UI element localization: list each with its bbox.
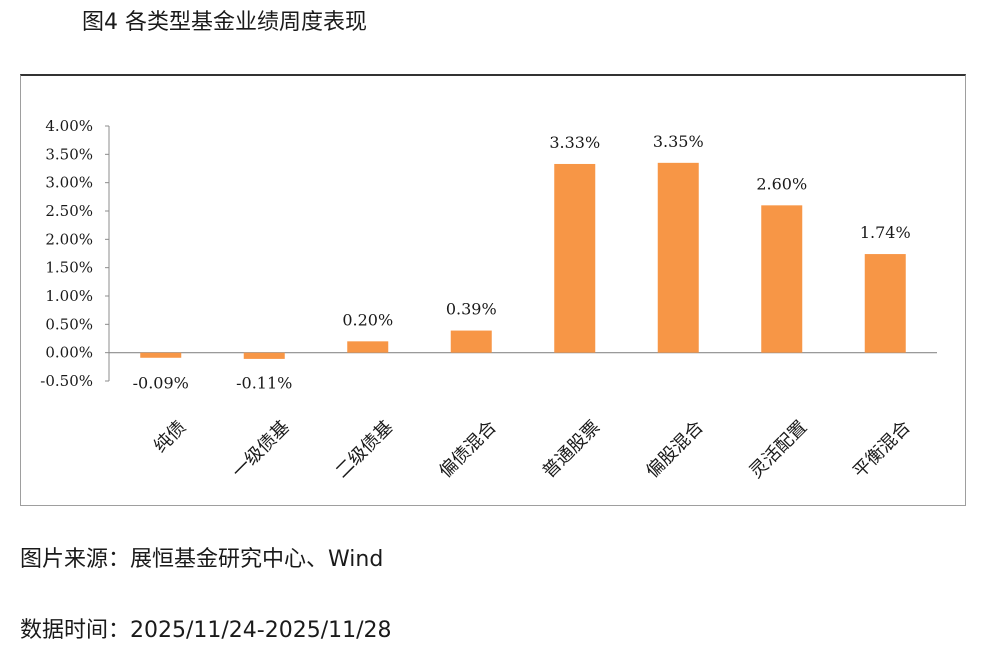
- bar-5: [554, 163, 596, 353]
- category-label: 二级债基: [332, 417, 398, 483]
- y-tick-label: 1.50%: [45, 259, 93, 277]
- category-label: 灵活配置: [746, 417, 812, 483]
- data-label: -0.11%: [236, 374, 292, 393]
- category-label: 偏股混合: [642, 417, 708, 483]
- y-tick-label: -0.50%: [40, 372, 93, 390]
- category-label: 平衡混合: [849, 417, 915, 483]
- data-label: -0.09%: [133, 374, 189, 393]
- category-labels: 纯债 一级债基 二级债基 偏债混合 普通股票 偏股混合 灵活配置 平衡混合: [150, 417, 915, 483]
- figure-title: 图4 各类型基金业绩周度表现: [82, 10, 367, 35]
- category-label: 普通股票: [539, 417, 605, 483]
- y-tick-label: 3.00%: [45, 174, 93, 192]
- data-label: 2.60%: [756, 174, 807, 193]
- source-note: 图片来源：展恒基金研究中心、Wind: [20, 547, 384, 572]
- y-axis: 4.00% 3.50% 3.00% 2.50% 2.00% 1.50% 1.00% 0.50%…: [40, 117, 937, 390]
- data-label: 3.35%: [653, 132, 704, 151]
- bar-6: [657, 162, 699, 353]
- bar-3: [347, 341, 389, 353]
- bar-8: [864, 254, 906, 353]
- y-tick-label: 2.50%: [45, 202, 93, 220]
- date-range-note: 数据时间：2025/11/24-2025/11/28: [20, 618, 392, 643]
- y-tick-label: 0.00%: [45, 344, 93, 362]
- bar-7: [761, 205, 803, 353]
- y-tick-label: 3.50%: [45, 145, 93, 163]
- value-labels: -0.09% -0.11% 0.20% 0.39% 3.33% 3.35% 2.60% 1.7…: [133, 132, 911, 393]
- y-tick-label: 2.00%: [45, 230, 93, 248]
- data-label: 1.74%: [860, 223, 911, 242]
- category-label: 一级债基: [228, 417, 294, 483]
- data-label: 0.20%: [342, 310, 393, 329]
- bar-1: [140, 352, 182, 358]
- bar-2: [243, 352, 285, 359]
- y-tick-label: 4.00%: [45, 117, 93, 135]
- y-tick-label: 0.50%: [45, 315, 93, 333]
- data-label: 0.39%: [446, 300, 497, 319]
- category-label: 偏债混合: [435, 417, 501, 483]
- y-tick-label: 1.00%: [45, 287, 93, 305]
- chart-frame: 4.00% 3.50% 3.00% 2.50% 2.00% 1.50% 1.00% 0.50%…: [20, 74, 966, 506]
- category-label: 纯债: [150, 417, 190, 457]
- bars: [140, 162, 906, 359]
- bar-chart: 4.00% 3.50% 3.00% 2.50% 2.00% 1.50% 1.00% 0.50%…: [40, 117, 937, 483]
- data-label: 3.33%: [549, 133, 600, 152]
- bar-4: [450, 330, 492, 353]
